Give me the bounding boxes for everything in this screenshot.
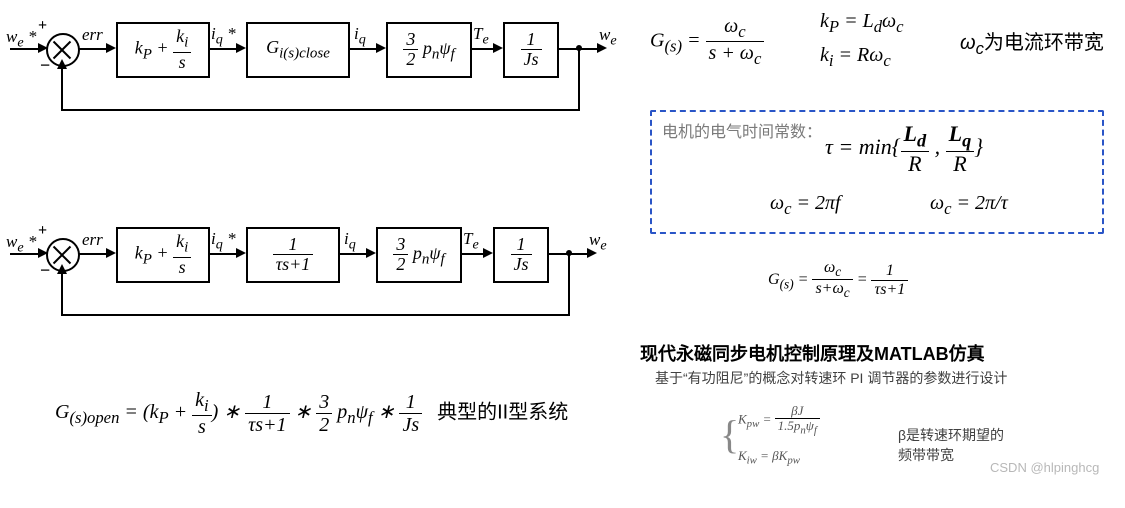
bd2-line-2 [208,253,238,255]
watermark: CSDN @hlpinghcg [990,460,1099,475]
bd2-sig-iqstar: iq * [211,229,236,253]
block-diagram-2: we * + − err kP + kis iq * 1τs+1 iq 32 p… [6,220,626,340]
wc-2pif: ωc = 2πf [770,192,841,219]
bd1-line-err [78,48,108,50]
bd2-line-err [78,253,108,255]
brace-icon: { [720,415,739,455]
bd2-minus: − [40,260,50,281]
bd2-sig-te: Te [463,229,479,253]
bd2-arrow-err [106,248,116,258]
bd2-block-tau: 1τs+1 [246,227,340,283]
bd1-arrow2 [236,43,246,53]
beta-note-1: β是转速环期望的 [898,425,1004,445]
bd1-line-in [10,48,40,50]
bd2-line-in [10,253,40,255]
bd2-block-pi: kP + kis [116,227,210,283]
gs-eq2: G(s) = ωcs+ωc = 1τs+1 [768,260,908,301]
bd1-sig-te: Te [473,24,489,48]
bd2-arrow3 [366,248,376,258]
bd2-fb-up [61,270,63,316]
bd1-block-gain: 32 pnψf [386,22,472,78]
bd1-sig-iq: iq [354,24,366,48]
ki-eq: ki = Rωc [820,44,891,71]
bd1-fb-up [61,65,63,111]
bd2-fb-h [61,314,570,316]
bd1-arrow4 [493,43,503,53]
beta-note-2: 频带带宽 [898,445,954,465]
bd1-err-label: err [82,25,103,45]
bd1-line-4 [470,48,495,50]
kpw-eq: Kpw = βJ1.5pnψf [738,404,820,437]
bd1-block-gi: Gi(s)close [246,22,350,78]
tau-eq: τ = min{LdR , LqR} [825,122,983,176]
bd1-output-label: we [599,25,617,49]
bd2-block-int: 1Js [493,227,549,283]
bd2-err-label: err [82,230,103,250]
bd1-line-2 [208,48,238,50]
bd2-fb-down [568,254,570,316]
bd1-plus: + [38,17,47,35]
bd1-arrow-err [106,43,116,53]
bd1-fb-arrow [57,59,67,69]
bd1-block-pi: kP + kis [116,22,210,78]
bd2-arrow2 [236,248,246,258]
bd2-sig-iq: iq [344,229,356,253]
page-root: we * + − err kP + kis iq * Gi(s)close iq… [0,0,1125,508]
kp-eq: kP = Ldωc [820,10,904,37]
bd1-minus: − [40,55,50,76]
bd1-line-3 [348,48,378,50]
bd1-fb-down [578,49,580,111]
open-loop-note: 典型的II型系统 [437,401,568,423]
bd2-arrow4 [483,248,493,258]
bd2-line-3 [338,253,368,255]
kiw-eq: Kiw = βKpw [738,448,800,467]
bd1-block-int: 1Js [503,22,559,78]
bd2-fb-arrow [57,264,67,274]
bd2-plus: + [38,222,47,240]
block-diagram-1: we * + − err kP + kis iq * Gi(s)close iq… [6,15,626,135]
dashed-title: 电机的电气时间常数： [662,118,822,142]
wc-note: ωc为电流环带宽 [960,26,1104,59]
bd1-sig-iqstar: iq * [211,24,236,48]
gs-eq: G(s) = ωcs + ωc [650,16,764,68]
bd2-output-label: we [589,230,607,254]
bd2-block-gain: 32 pnψf [376,227,462,283]
wc-2pi-tau: ωc = 2π/τ [930,192,1008,219]
bottom-subtitle: 基于“有功阻尼”的概念对转速环 PI 调节器的参数进行设计 [655,368,1007,388]
bd1-fb-h [61,109,580,111]
bd1-arrow3 [376,43,386,53]
bottom-heading: 现代永磁同步电机控制原理及MATLAB仿真 [640,340,985,366]
bd2-line-4 [460,253,485,255]
open-loop-equation: G(s)open = (kP + kis) ∗ 1τs+1 ∗ 32 pnψf … [55,390,568,438]
